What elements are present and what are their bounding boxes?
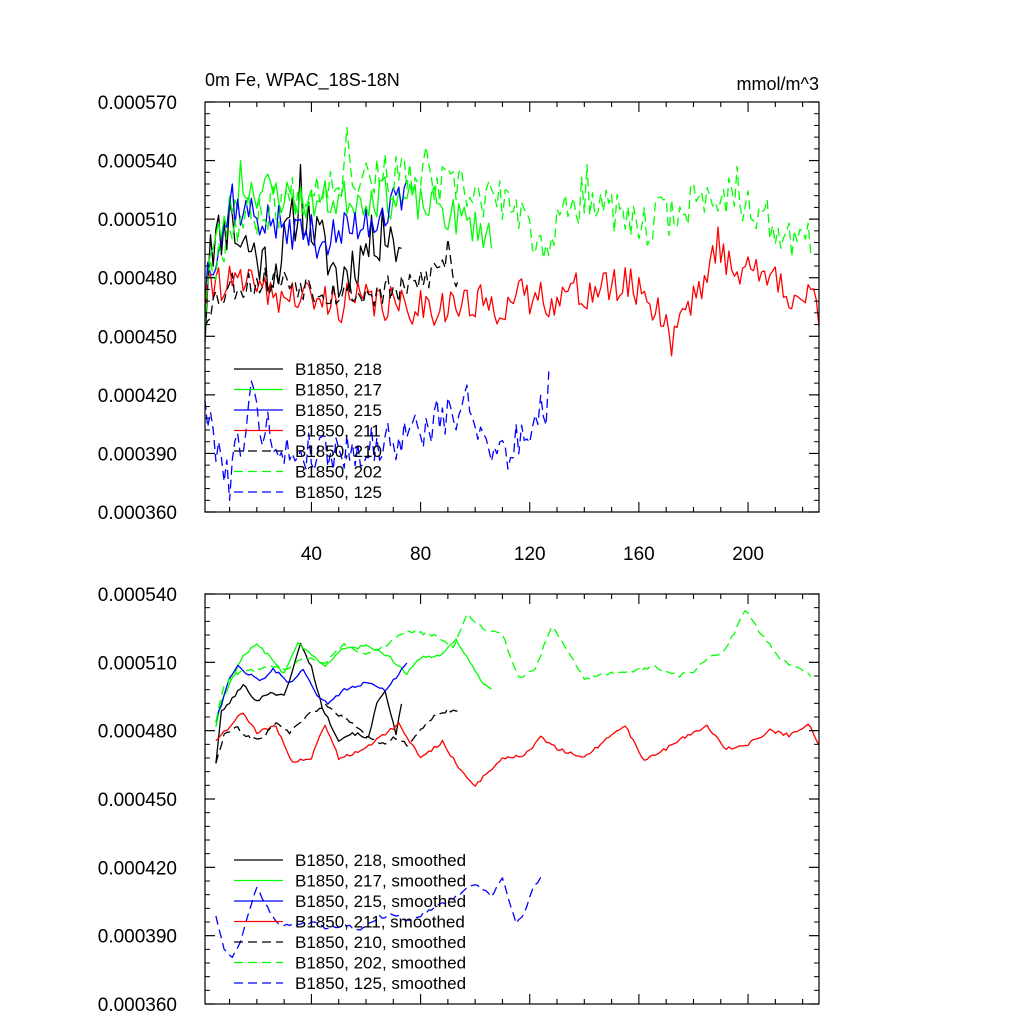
bottom-y-tick-label: 0.000390	[98, 927, 177, 948]
top-series-lines	[204, 126, 820, 501]
bottom-legend-label: B1850, 202, smoothed	[295, 954, 466, 973]
top-y-tick-label: 0.000360	[98, 503, 177, 524]
top-legend-label: B1850, 215	[295, 401, 382, 420]
top-axes: 0.000360 0.000390 0.000420 0.000450 0.000480…	[98, 93, 819, 565]
top-x-tick-label: 200	[732, 544, 764, 565]
top-y-tick-label: 0.000420	[98, 386, 177, 407]
top-legend-label: B1850, 210	[295, 442, 382, 461]
bottom-y-tick-label: 0.000540	[98, 585, 177, 606]
bottom-legend-label: B1850, 215, smoothed	[295, 892, 466, 911]
top-x-tick-label: 40	[301, 544, 322, 565]
bottom-line-b1850-215-smoothed	[215, 662, 408, 723]
bottom-legend-label: B1850, 218, smoothed	[295, 851, 466, 870]
bottom-line-b1850-211-smoothed	[215, 712, 820, 787]
bottom-plot-frame	[204, 593, 820, 1005]
top-title: 0m Fe, WPAC_18S-18N	[205, 70, 400, 91]
bottom-legend-label: B1850, 211, smoothed	[295, 913, 465, 932]
top-y-tick-label: 0.000450	[98, 327, 177, 348]
top-legend-label: B1850, 211	[295, 422, 381, 441]
bottom-legend-label: B1850, 125, smoothed	[295, 974, 466, 993]
bottom-line-b1850-210-smoothed	[215, 703, 459, 764]
top-y-tick-label: 0.000570	[98, 93, 177, 114]
top-plot-frame	[204, 101, 820, 513]
top-legend-label: B1850, 202	[295, 463, 382, 482]
bottom-line-b1850-217-smoothed	[215, 638, 492, 728]
top-line-b1850-202	[204, 126, 812, 327]
bottom-y-tick-label: 0.000510	[98, 653, 177, 674]
bottom-line-b1850-202-smoothed	[215, 610, 812, 723]
top-legend-label: B1850, 217	[295, 381, 382, 400]
bottom-y-tick-label: 0.000450	[98, 790, 177, 811]
top-y-tick-label: 0.000390	[98, 444, 177, 465]
bottom-legend-label: B1850, 217, smoothed	[295, 872, 466, 891]
panel-top: 0m Fe, WPAC_18S-18N mmol/m^3 0.0003600.0…	[98, 70, 820, 565]
top-y-tick-label: 0.000540	[98, 152, 177, 173]
bottom-legend-label: B1850, 210, smoothed	[295, 933, 466, 952]
top-legend-label: B1850, 218	[295, 360, 382, 379]
top-units: mmol/m^3	[737, 74, 819, 94]
bottom-line-b1850-125-smoothed	[215, 876, 542, 959]
bottom-y-tick-label: 0.000420	[98, 858, 177, 879]
top-line-b1850-210	[204, 238, 460, 327]
top-legend-label: B1850, 125	[295, 483, 382, 502]
bottom-line-b1850-218-smoothed	[215, 642, 403, 764]
top-line-b1850-215	[204, 179, 408, 308]
top-line-b1850-217	[204, 159, 493, 313]
top-line-b1850-211	[204, 226, 820, 357]
bottom-axes: 0.000360 0.000390 0.000420 0.000450 0.000480…	[98, 585, 819, 1016]
top-y-tick-label: 0.000480	[98, 269, 177, 290]
bottom-y-tick-label: 0.000480	[98, 722, 177, 743]
top-x-tick-label: 80	[410, 544, 431, 565]
bottom-y-tick-label: 0.000360	[98, 995, 177, 1016]
top-x-tick-label: 160	[623, 544, 655, 565]
top-x-tick-label: 120	[514, 544, 546, 565]
bottom-legend: B1850, 218, smoothed B1850, 217, smoothed…	[234, 851, 466, 993]
panel-bottom: 0.000360 0.000390 0.000420 0.000450 0.000480…	[98, 585, 820, 1016]
top-y-tick-label: 0.000510	[98, 210, 177, 231]
bottom-series-lines	[215, 610, 820, 959]
